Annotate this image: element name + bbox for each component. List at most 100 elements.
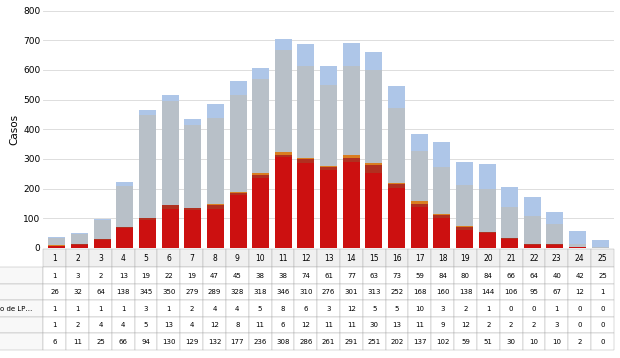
Bar [433, 142, 450, 166]
Bar [365, 70, 383, 163]
Bar [456, 161, 473, 185]
Bar [388, 184, 405, 188]
Bar [275, 39, 292, 50]
Bar [343, 43, 360, 66]
Bar [162, 101, 179, 205]
Bar [524, 197, 541, 216]
Bar [410, 134, 428, 151]
Bar [365, 163, 383, 165]
Bar [591, 240, 609, 247]
Bar [94, 219, 111, 220]
Bar [298, 159, 314, 163]
Bar [184, 125, 202, 208]
Bar [94, 240, 111, 248]
Bar [456, 185, 473, 226]
Bar [433, 166, 450, 214]
Bar [229, 81, 247, 95]
Bar [298, 44, 314, 66]
Bar [320, 170, 337, 248]
Bar [184, 208, 202, 209]
Bar [117, 227, 133, 228]
Bar [546, 244, 564, 245]
Bar [365, 52, 383, 70]
Bar [252, 68, 269, 79]
Bar [94, 220, 111, 239]
Bar [71, 234, 88, 244]
Bar [71, 244, 88, 245]
Bar [207, 209, 224, 248]
Bar [207, 105, 224, 118]
Bar [433, 218, 450, 248]
Bar [501, 187, 518, 207]
Bar [139, 110, 156, 115]
Bar [501, 239, 518, 248]
Bar [343, 161, 360, 248]
Bar [569, 231, 586, 244]
Bar [229, 193, 247, 195]
Bar [343, 155, 360, 158]
Bar [139, 218, 156, 220]
Bar [388, 188, 405, 248]
Bar [252, 173, 269, 175]
Bar [410, 151, 428, 201]
Bar [252, 175, 269, 178]
Bar [410, 207, 428, 248]
Bar [410, 201, 428, 204]
Bar [479, 232, 495, 233]
Bar [117, 182, 133, 186]
Bar [298, 163, 314, 248]
Bar [410, 204, 428, 207]
Bar [275, 155, 292, 156]
Bar [524, 245, 541, 248]
Bar [546, 245, 564, 248]
Bar [184, 209, 202, 248]
Bar [501, 238, 518, 239]
Bar [207, 204, 224, 205]
Bar [71, 233, 88, 234]
Bar [365, 165, 383, 173]
Bar [343, 158, 360, 161]
Bar [184, 120, 202, 125]
Bar [139, 115, 156, 218]
Bar [546, 212, 564, 224]
Bar [501, 207, 518, 238]
Bar [433, 214, 450, 215]
Bar [388, 183, 405, 184]
Bar [252, 178, 269, 248]
Bar [298, 158, 314, 159]
Bar [456, 230, 473, 248]
Bar [117, 186, 133, 227]
Bar [433, 215, 450, 218]
Bar [524, 216, 541, 244]
Bar [207, 205, 224, 209]
Bar [479, 233, 495, 248]
Bar [479, 164, 495, 189]
Bar [275, 156, 292, 248]
Bar [162, 95, 179, 101]
Bar [162, 205, 179, 209]
Bar [569, 247, 586, 248]
Bar [117, 228, 133, 248]
Bar [298, 66, 314, 158]
Bar [229, 195, 247, 248]
Bar [479, 189, 495, 232]
Bar [569, 244, 586, 247]
Bar [275, 153, 292, 155]
Bar [94, 239, 111, 240]
Bar [320, 166, 337, 167]
Bar [320, 167, 337, 170]
Y-axis label: Casos: Casos [9, 114, 19, 145]
Bar [162, 209, 179, 248]
Bar [320, 84, 337, 166]
Bar [365, 173, 383, 248]
Bar [388, 86, 405, 108]
Bar [252, 79, 269, 173]
Bar [456, 226, 473, 227]
Bar [524, 244, 541, 245]
Bar [207, 118, 224, 204]
Bar [71, 245, 88, 248]
Bar [229, 192, 247, 193]
Bar [139, 220, 156, 248]
Bar [275, 50, 292, 153]
Bar [48, 238, 66, 246]
